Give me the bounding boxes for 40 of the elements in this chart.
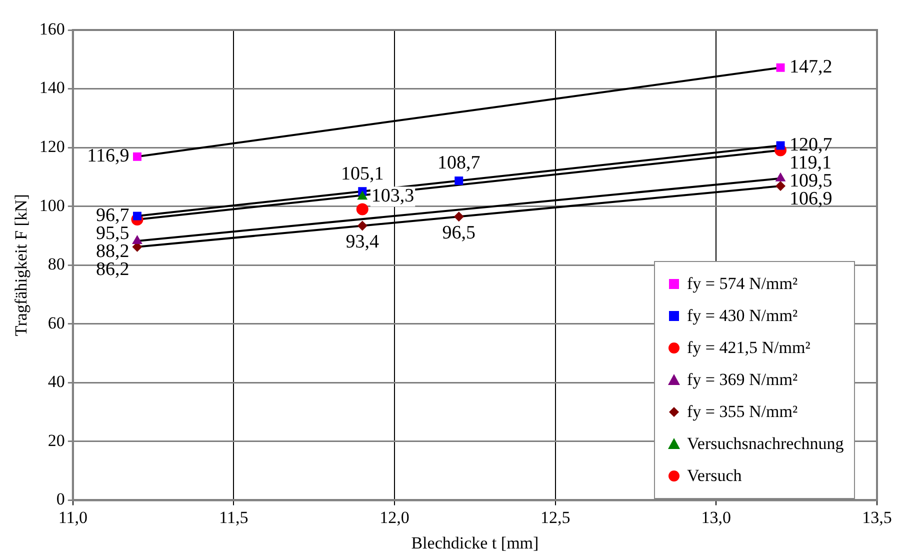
data-label: 93,4: [346, 232, 380, 253]
point: [357, 190, 368, 200]
data-label: 103,3: [371, 186, 414, 207]
y-tick-label: 140: [39, 78, 65, 98]
point: [357, 220, 368, 231]
x-tick-label: 13,5: [862, 508, 892, 527]
legend-label: fy = 430 N/mm²: [687, 306, 798, 326]
legend-label: fy = 421,5 N/mm²: [687, 338, 810, 358]
data-label: 96,5: [442, 222, 476, 244]
legend-label: fy = 574 N/mm²: [687, 274, 798, 294]
x-axis-title: Blechdicke t [mm]: [411, 533, 539, 552]
legend-label: fy = 355 N/mm²: [687, 402, 798, 422]
point: [454, 176, 464, 185]
x-tick-label: 11,0: [58, 508, 88, 527]
x-tick-label: 11,5: [219, 508, 248, 527]
point: [776, 141, 785, 150]
legend-label: Versuchsnachrechnung: [687, 434, 844, 454]
y-axis-title: Tragfähigkeit F [kN]: [12, 194, 31, 336]
data-label: 147,2: [790, 56, 832, 78]
y-tick-label: 0: [56, 490, 65, 509]
point: [454, 212, 464, 222]
y-tick-label: 100: [39, 196, 65, 215]
y-tick-label: 20: [48, 430, 65, 450]
data-label: 108,7: [437, 152, 480, 174]
point: [356, 203, 368, 216]
y-tick-label: 80: [48, 254, 65, 274]
point: [776, 181, 786, 192]
x-tick-label: 13,0: [701, 508, 732, 527]
x-tick-label: 12,0: [380, 508, 410, 527]
legend-label: fy = 369 N/mm²: [687, 370, 798, 390]
y-tick-label: 160: [39, 19, 65, 38]
data-label: 105,1: [341, 163, 384, 184]
point: [776, 63, 785, 72]
x-tick-label: 12,5: [540, 508, 570, 527]
y-tick-label: 120: [39, 137, 65, 156]
legend-label: Versuch: [687, 466, 742, 486]
y-tick-label: 60: [48, 313, 65, 332]
data-label: 116,9: [87, 146, 130, 167]
y-tick-label: 40: [48, 372, 65, 392]
point: [132, 152, 142, 161]
